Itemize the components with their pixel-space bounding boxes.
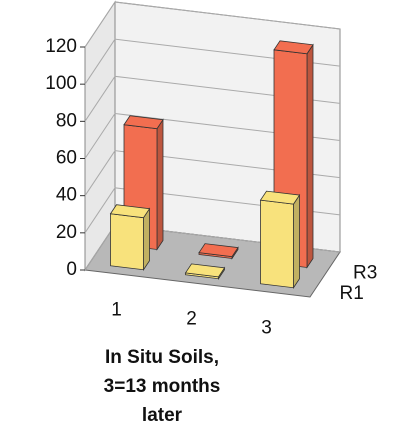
- bar-top: [184, 263, 226, 278]
- y-tick-label: 0: [66, 259, 77, 280]
- y-tick-label: 20: [56, 222, 77, 243]
- x-tick-label: 2: [186, 309, 197, 330]
- bar-front: [110, 213, 144, 271]
- grid-line: [84, 1, 341, 48]
- bar-top: [273, 40, 314, 55]
- bar-side: [306, 43, 314, 269]
- x-tick-label: 1: [111, 300, 122, 321]
- y-tick-label: 40: [56, 185, 77, 206]
- x-axis-label: later: [142, 405, 183, 426]
- x-axis-label: 3=13 months: [104, 376, 221, 397]
- y-tick-label: 60: [56, 148, 77, 169]
- grid-line: [84, 75, 341, 122]
- x-axis-label: In Situ Soils,: [105, 347, 219, 368]
- y-tick-label: 120: [45, 36, 77, 57]
- bar-side: [156, 118, 164, 251]
- bar-top: [109, 204, 151, 219]
- series-label: R1: [340, 283, 364, 304]
- grid-line: [84, 112, 341, 159]
- y-tick-label: 80: [56, 110, 77, 131]
- bar-side: [293, 193, 300, 290]
- grid-line: [84, 150, 341, 196]
- x-tick-label: 3: [261, 318, 272, 339]
- series-label: R3: [353, 263, 377, 284]
- bar-top: [123, 115, 164, 130]
- grid-line: [84, 38, 341, 85]
- y-tick-label: 100: [45, 73, 77, 94]
- bar-side: [143, 207, 150, 272]
- bar-top: [198, 243, 239, 258]
- bar-front: [260, 199, 294, 289]
- bar-top: [259, 190, 301, 205]
